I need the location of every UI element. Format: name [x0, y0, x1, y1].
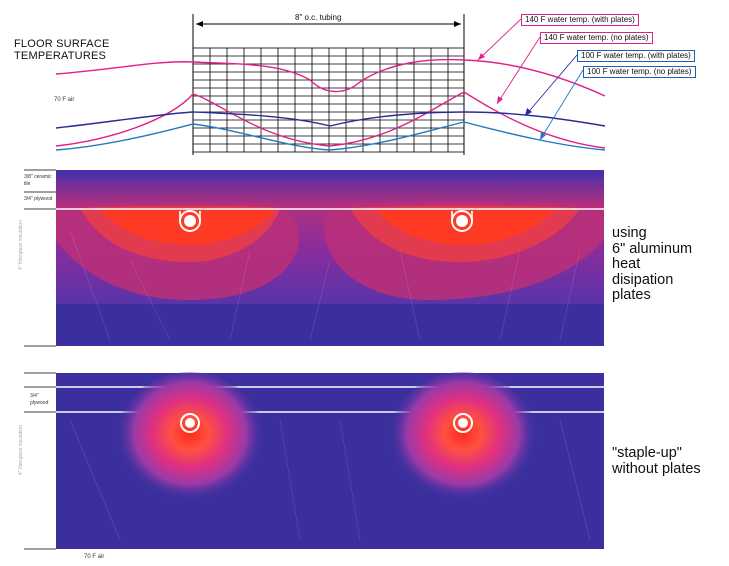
curve-140f-with-plates: [55, 58, 606, 97]
tubing-label: 8" o.c. tubing: [292, 13, 345, 22]
floor-surface-title: FLOOR SURFACE TEMPERATURES: [14, 38, 110, 62]
title-line-1: FLOOR SURFACE: [14, 38, 110, 50]
callout-140-no-plates: 140 F water temp. (no plates): [540, 32, 653, 44]
layer-label-plywood: 3/4" plywood: [24, 196, 53, 202]
panel-staple-up: [56, 372, 604, 549]
callout-140-with-plates: 140 F water temp. (with plates): [521, 14, 639, 26]
layer-label-tile: 3/8" ceramic tile: [24, 174, 52, 187]
panel2-layer-label-plywood: 3/4" plywood: [30, 393, 49, 406]
panel1-description: using 6" aluminum heat disipation plates: [612, 225, 693, 303]
callout-leaders: [477, 18, 584, 141]
curve-100f-with-plates: [55, 111, 606, 129]
panel2-layer-ticks: [24, 372, 56, 550]
callout-100-no-plates: 100 F water temp. (no plates): [583, 66, 696, 78]
curve-140f-no-plates: [55, 91, 606, 149]
air-label-top: 70 F air: [54, 97, 75, 103]
panel2-description: "staple-up" without plates: [612, 445, 701, 477]
panel2-layer-label-insulation: 4" fiberglass insulation: [18, 425, 24, 475]
heat-bloom-2: [388, 372, 538, 508]
tubing-dimension: [192, 14, 465, 155]
layer-label-insulation: 4" fiberglass insulation: [18, 220, 24, 270]
curve-100f-no-plates: [55, 121, 606, 151]
heat-bloom-1: [115, 372, 265, 508]
title-line-2: TEMPERATURES: [14, 50, 107, 62]
panel-with-plates: [56, 170, 604, 346]
panel1-layer-ticks: [24, 169, 56, 347]
air-label-bottom: 70 F air: [84, 554, 105, 560]
callout-100-with-plates: 100 F water temp. (with plates): [577, 50, 695, 62]
